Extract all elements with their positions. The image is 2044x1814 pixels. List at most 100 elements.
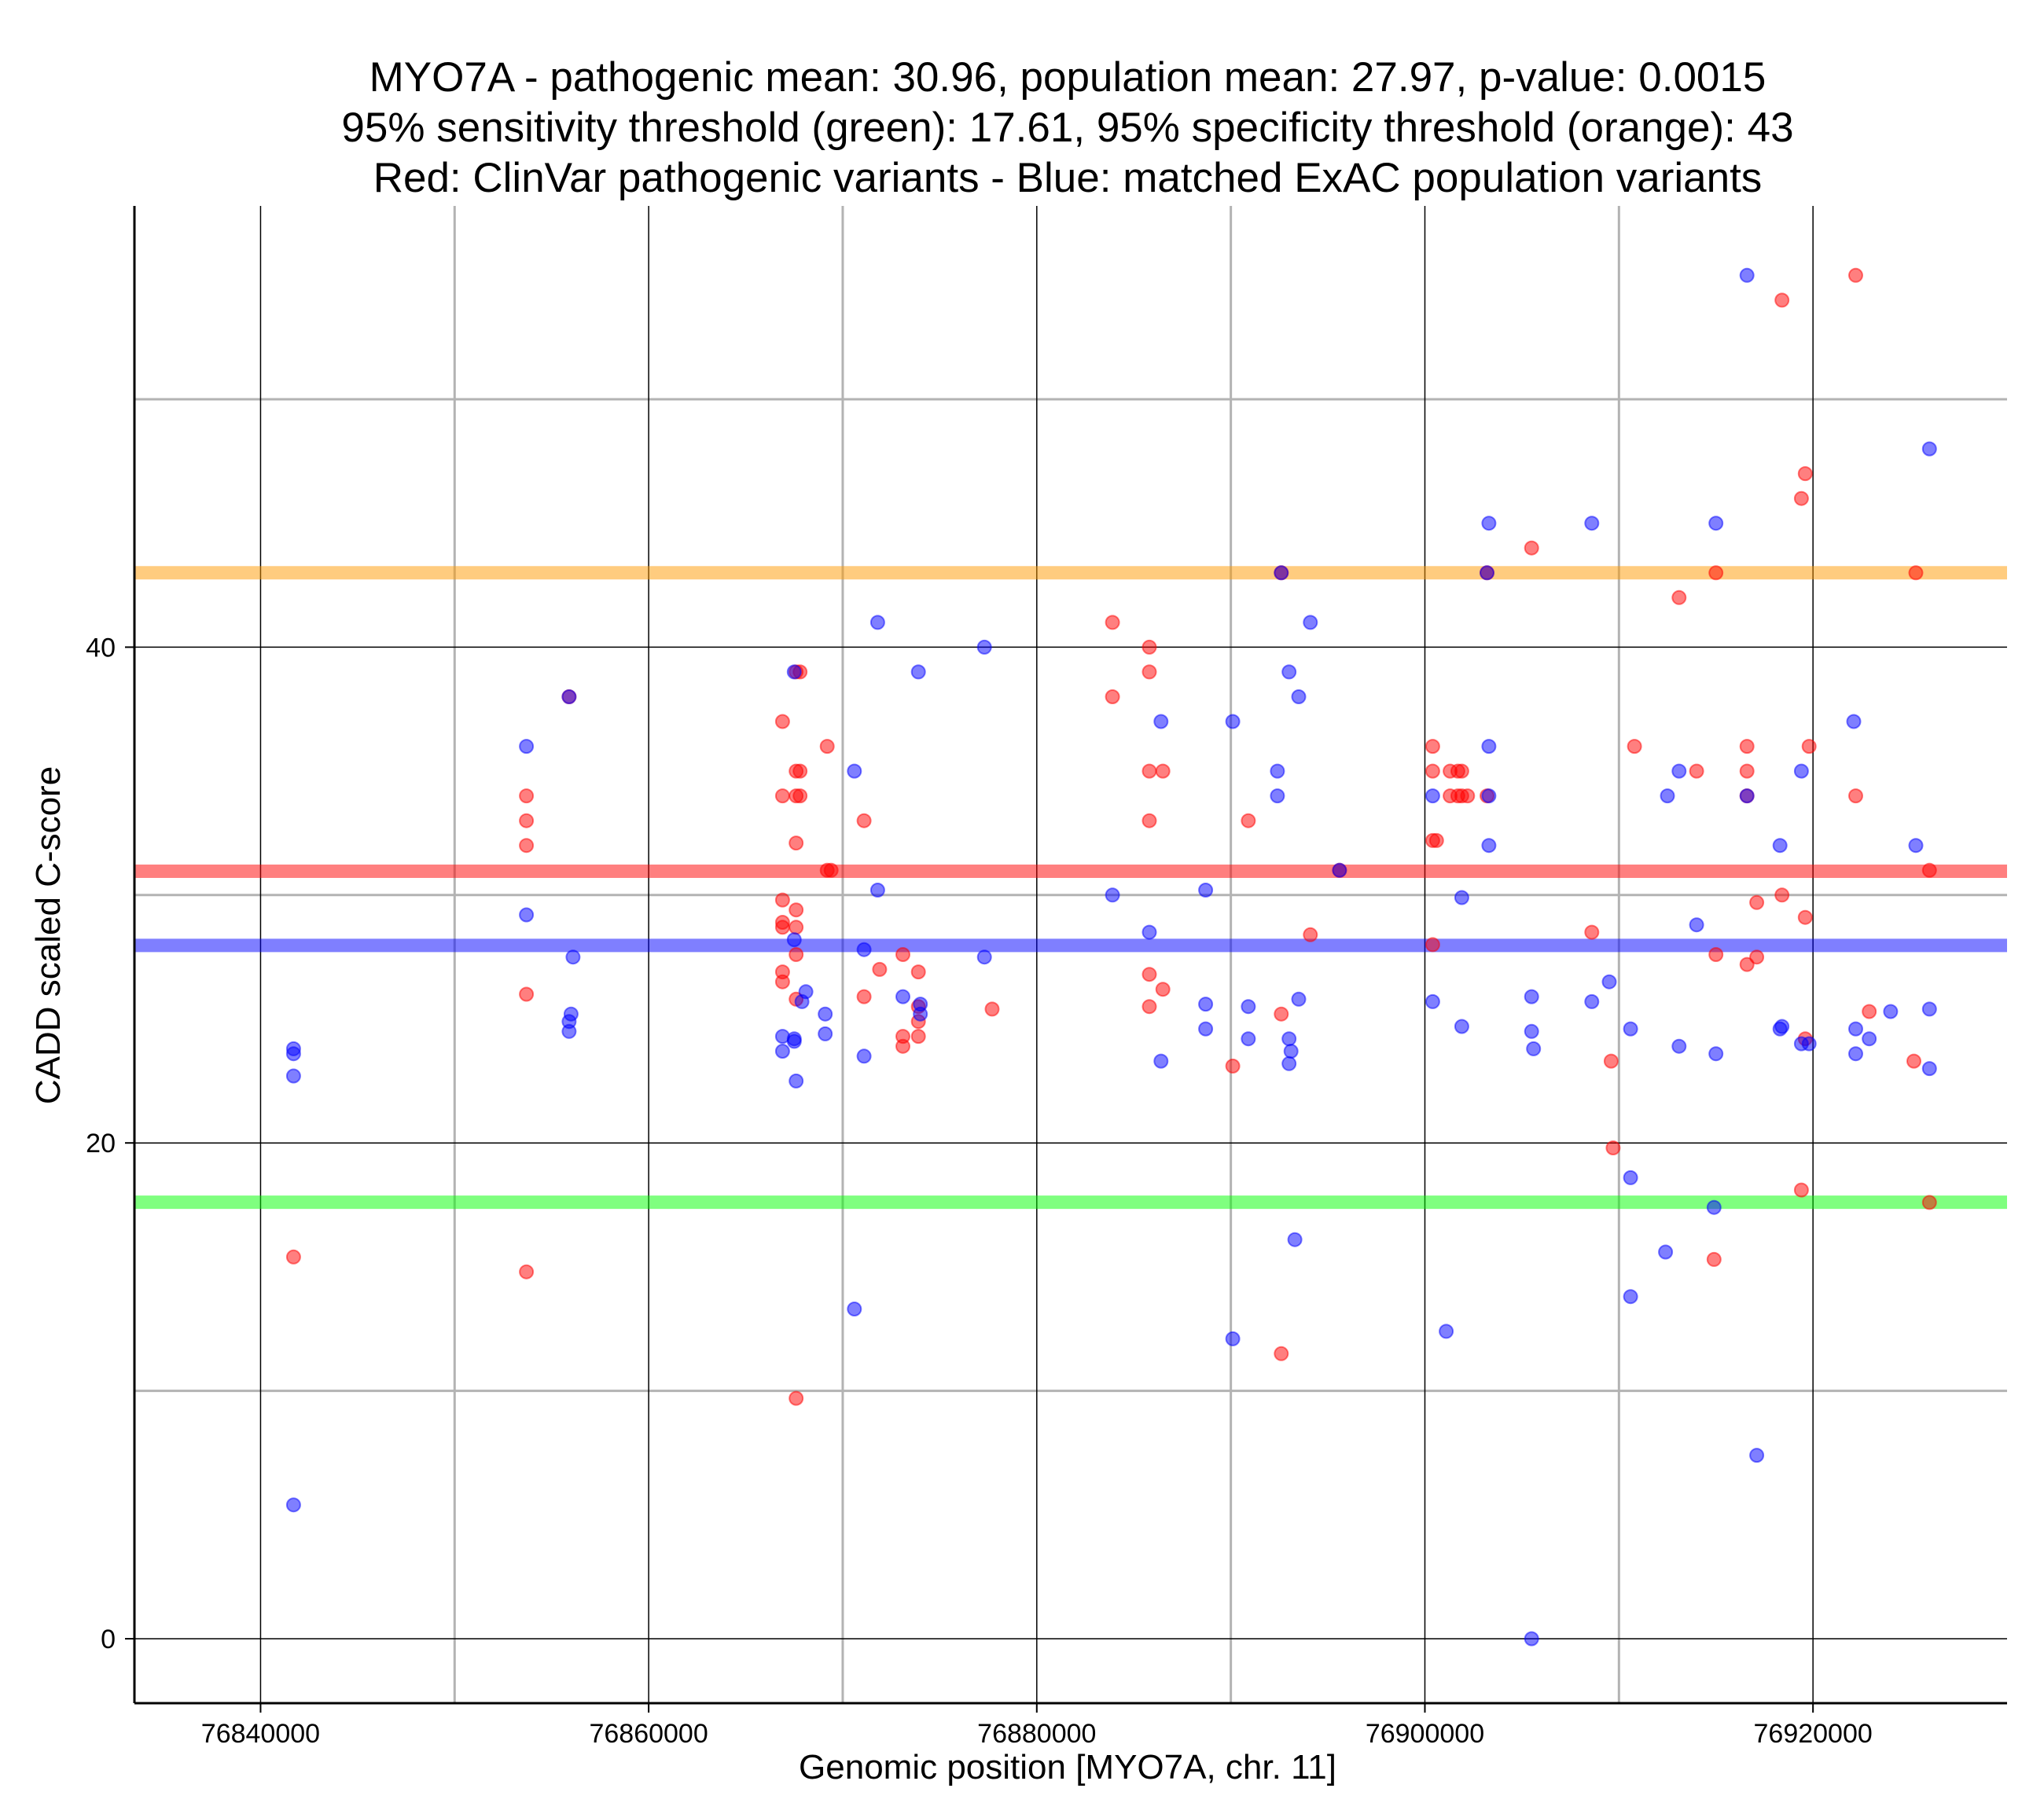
pathogenic-variant-point [1428, 832, 1444, 848]
population-variant-point [1274, 565, 1289, 581]
population-variant-point [1739, 267, 1755, 283]
population-variant-point [976, 639, 992, 655]
pathogenic-variant-point [519, 838, 535, 854]
population-variant-point [1749, 1448, 1765, 1463]
pathogenic-variant-point [792, 763, 808, 779]
population-variant-point [561, 689, 577, 704]
population-variant-point [1584, 516, 1600, 531]
population-variant-point [1481, 739, 1497, 755]
pathogenic-variant-point [1141, 967, 1157, 982]
pathogenic-variant-point [1749, 894, 1765, 910]
population-variant-point [786, 664, 802, 680]
population-variant-point [1623, 1170, 1638, 1185]
population-variant-point [869, 615, 885, 630]
population-variant-point [561, 1023, 577, 1039]
pathogenic-variant-point [1739, 957, 1755, 972]
pathogenic-variant-point [1706, 1251, 1722, 1267]
pathogenic-variant-point [1584, 924, 1600, 940]
population-variant-point [1658, 1244, 1674, 1260]
population-variant-point [1689, 917, 1704, 933]
pathogenic-variant-point [1141, 999, 1157, 1015]
pathogenic-variant-point [774, 920, 790, 935]
population-variant-point [1225, 714, 1241, 729]
pathogenic-variant-point [1627, 739, 1642, 755]
pathogenic-variant-point [1797, 466, 1813, 482]
title-line-3: Red: ClinVar pathogenic variants - Blue:… [373, 155, 1763, 201]
population-variant-point [794, 993, 810, 1009]
pathogenic-variant-point [789, 1390, 804, 1406]
population-variant-point [913, 1006, 928, 1022]
population-variant-point [1708, 1046, 1724, 1062]
pathogenic-variant-point [789, 947, 804, 962]
population-variant-point [847, 1302, 862, 1316]
pathogenic-variant-point [1141, 664, 1157, 680]
pathogenic-variant-point [1749, 949, 1765, 965]
population-variant-point [1439, 1324, 1454, 1339]
population-variant-point [1526, 1041, 1542, 1056]
population-variant-point [856, 942, 872, 957]
pathogenic-variant-point [519, 788, 535, 804]
pathogenic-variant-point [1141, 763, 1157, 779]
gridlines [134, 206, 2007, 1703]
pathogenic-variant-point [1801, 739, 1817, 755]
population-variant-point [1153, 1053, 1169, 1069]
population-variant-point [1524, 1631, 1539, 1647]
population-variant-point [1862, 1031, 1877, 1047]
pathogenic-variant-point [789, 920, 804, 935]
population-variant-point [895, 989, 910, 1004]
population-variant-point [1772, 1021, 1788, 1037]
pathogenic-variant-point [819, 739, 835, 755]
population-variant-point [1660, 788, 1675, 804]
pathogenic-variant-point [1425, 739, 1440, 755]
pathogenic-variant-point [1274, 1346, 1289, 1361]
pathogenic-variant-point [792, 788, 808, 804]
title-line-1: MYO7A - pathogenic mean: 30.96, populati… [369, 54, 1766, 101]
population-variant-point [818, 1006, 833, 1022]
population-variant-point [910, 664, 926, 680]
population-variant-point [1623, 1021, 1638, 1037]
population-variant-point [1454, 1019, 1469, 1034]
x-tick-label: 76860000 [589, 1719, 708, 1749]
pathogenic-variant-point [1908, 565, 1924, 581]
population-variant-point [285, 1046, 301, 1062]
population-variant-point [1198, 883, 1214, 898]
population-variant-point [774, 1044, 790, 1059]
pathogenic-variant-point [856, 989, 872, 1004]
population-variant-point [1708, 516, 1724, 531]
pathogenic-variant-point [1460, 788, 1476, 804]
population-variant-point [869, 883, 885, 898]
pathogenic-variant-point [1708, 947, 1724, 962]
population-variant-point [1332, 862, 1347, 878]
threshold-lines [134, 566, 2007, 1210]
population-variant-point [1141, 924, 1157, 940]
population-variant-point [1291, 689, 1307, 704]
axes: 76840000 76860000 76880000 76900000 76920000… [86, 206, 2007, 1749]
population-variant-point [565, 949, 581, 965]
pathogenic-variant-point [910, 1029, 926, 1045]
pathogenic-variant-point [1708, 565, 1724, 581]
population-variant-point [1198, 1021, 1214, 1037]
population-variant-point [1105, 887, 1120, 903]
population-variant-point [1908, 838, 1924, 854]
pathogenic-variant-point [1921, 1195, 1937, 1210]
population-variant-point [1270, 788, 1285, 804]
pathogenic-variant-point [1524, 540, 1539, 556]
population-variant-point [789, 1073, 804, 1089]
pathogenic-variant-point [856, 813, 872, 828]
population-variant-point [976, 949, 992, 965]
population-variant-point [1454, 890, 1469, 905]
pathogenic-variant-point [1425, 937, 1440, 953]
pathogenic-variant-point [1105, 689, 1120, 704]
population-variant-point [519, 739, 535, 755]
population-variant-point [1198, 997, 1214, 1012]
population-variant-point [285, 1068, 301, 1084]
pathogenic-variant-point [823, 862, 839, 878]
population-variant-point [1481, 838, 1497, 854]
population-variant-point [1846, 714, 1862, 729]
pathogenic-variant-point [1774, 887, 1790, 903]
pathogenic-variant-point [1274, 1006, 1289, 1022]
title-line-2: 95% sensitivity threshold (green): 17.61… [341, 105, 1793, 151]
population-variant-point [1623, 1289, 1638, 1305]
population-variant-point [1883, 1004, 1899, 1019]
